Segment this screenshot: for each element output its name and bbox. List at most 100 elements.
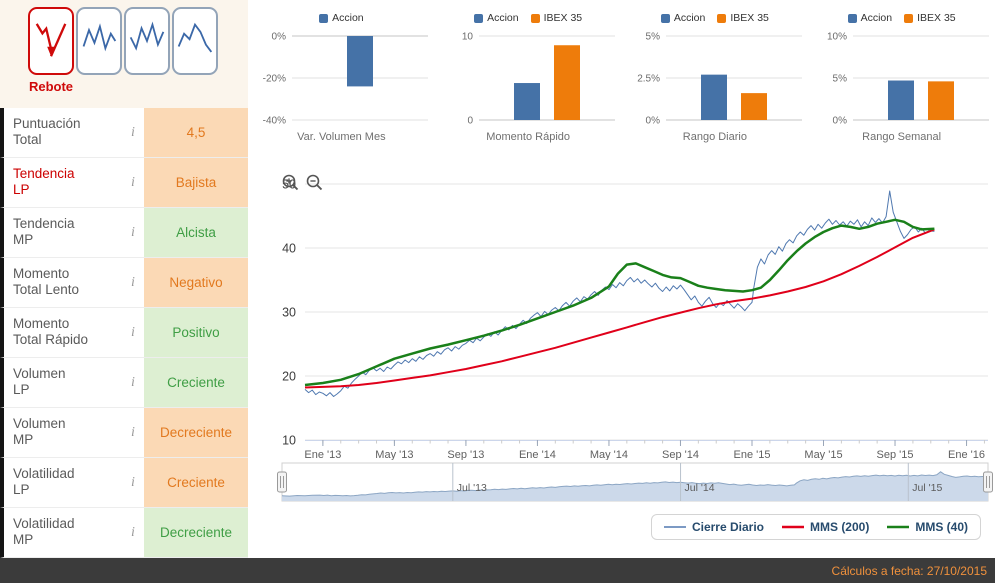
legend-item-mms-40[interactable]: MMS (40) [887, 520, 968, 534]
info-icon[interactable]: i [131, 224, 135, 240]
charts-panel: Accion 0% -20% -40% Var. Volumen Mes Accio… [248, 0, 995, 558]
mini-chart-var-volumen-mes: Accion 0% -20% -40% Var. Volumen Mes [248, 8, 435, 150]
x-axis-label: Sep '14 [662, 449, 699, 460]
indicator-label: Puntuación Total [4, 108, 122, 157]
pattern-item-2[interactable] [76, 7, 122, 75]
navigator-label: Jul '15 [912, 482, 942, 494]
indicator-row-tendencia-mp: Tendencia MP i Alcista [0, 208, 248, 258]
indicator-label-line2: MP [13, 532, 34, 547]
info-icon[interactable]: i [131, 324, 135, 340]
mini-chart-title: Rango Semanal [862, 131, 942, 143]
legend-swatch [717, 13, 727, 23]
mini-chart-rango-semanal: Accion IBEX 35 10% 5% 0% Rango Semanal [808, 8, 995, 150]
info-icon[interactable]: i [131, 274, 135, 290]
legend-label: Accion [332, 12, 364, 24]
line-sample-icon [781, 525, 804, 529]
indicator-label-line1: Momento [13, 266, 70, 281]
legend-swatch [319, 13, 329, 23]
indicator-row-momento-total-lento: Momento Total Lento i Negativo [0, 258, 248, 308]
mini-chart-title: Momento Rápido [486, 131, 571, 143]
price-chart-area: 10 20 30 40 50 Ene '13 May '13 Sep '13 Ene '14 Ma… [248, 150, 995, 558]
info-icon[interactable]: i [131, 424, 135, 440]
bar-accion [887, 80, 914, 120]
indicator-label: Volumen LP [4, 358, 122, 407]
navigator-handle-left[interactable] [277, 471, 287, 493]
indicator-label-line1: Puntuación [13, 116, 81, 131]
indicator-label: Tendencia MP [4, 208, 122, 257]
legend-item[interactable]: Accion [847, 12, 892, 24]
legend-item[interactable]: IBEX 35 [904, 12, 956, 24]
rebote-pattern-icon [35, 23, 67, 57]
legend-item-cierre-diario[interactable]: Cierre Diario [663, 520, 764, 534]
mini-chart-legend: Accion [248, 8, 435, 28]
indicator-label-line1: Tendencia [13, 166, 75, 181]
legend-item[interactable]: Accion [319, 12, 364, 24]
legend-item[interactable]: IBEX 35 [530, 12, 583, 24]
zoom-controls [282, 174, 323, 191]
pattern-item-4[interactable] [172, 7, 218, 75]
series-cierre-diario [304, 190, 935, 397]
y-tick-label: -40% [263, 116, 286, 127]
info-icon[interactable]: i [131, 524, 135, 540]
bar-ibex-35 [927, 81, 954, 120]
bar-ibex-35 [554, 45, 581, 120]
chart-legend: Cierre Diario MMS (200) MM [248, 514, 981, 540]
indicator-table: Puntuación Total i 4,5 Tendencia LP i Ba… [0, 108, 248, 558]
legend-item-mms-200[interactable]: MMS (200) [781, 520, 869, 534]
indicator-value-badge: 4,5 [144, 108, 248, 157]
price-line-chart[interactable]: 10 20 30 40 50 Ene '13 May '13 Sep '13 Ene '14 Ma… [248, 150, 995, 460]
indicator-row-puntuacion-total: Puntuación Total i 4,5 [0, 108, 248, 158]
indicator-row-volumen-mp: Volumen MP i Decreciente [0, 408, 248, 458]
indicator-row-volatilidad-mp: Volatilidad MP i Decreciente [0, 508, 248, 558]
mini-chart-title: Var. Volumen Mes [297, 131, 386, 143]
zoom-in-button[interactable] [282, 174, 299, 191]
legend-item[interactable]: IBEX 35 [717, 12, 769, 24]
y-axis-label: 50 [282, 178, 296, 192]
indicator-label-line1: Volumen [13, 416, 66, 431]
series-mms-40- [304, 218, 935, 387]
y-tick-label: 10% [827, 32, 847, 43]
zigzag-pattern-icon [129, 21, 165, 51]
legend-label: Cierre Diario [691, 520, 764, 534]
chart-navigator[interactable]: Jul '13 Jul '14 Jul '15 [248, 460, 995, 510]
info-icon[interactable]: i [131, 474, 135, 490]
pattern-item-rebote[interactable]: Rebote [28, 7, 74, 94]
legend-label: IBEX 35 [917, 12, 956, 24]
legend-label: IBEX 35 [730, 12, 769, 24]
y-axis-label: 10 [282, 434, 296, 448]
indicator-label-line1: Volumen [13, 366, 66, 381]
zigzag-pattern-icon [82, 23, 117, 52]
y-tick-label: 5% [645, 32, 660, 43]
pattern-item-3[interactable] [124, 7, 170, 75]
y-tick-label: 0 [468, 116, 474, 127]
info-icon[interactable]: i [131, 374, 135, 390]
indicator-value-badge: Creciente [144, 358, 248, 407]
zoom-out-button[interactable] [306, 174, 323, 191]
legend-label: Accion [673, 12, 706, 24]
mini-chart-momento-rapido: Accion IBEX 35 10 0 Momento Rápido [435, 8, 622, 150]
navigator-line [281, 471, 988, 497]
legend-label: IBEX 35 [543, 12, 583, 24]
indicator-label-line2: Total Lento [13, 282, 80, 297]
indicator-label: Volatilidad MP [4, 508, 122, 557]
legend-item[interactable]: Accion [660, 12, 706, 24]
y-tick-label: 5% [832, 74, 847, 85]
bar-accion [347, 36, 374, 87]
y-tick-label: 0% [645, 116, 660, 127]
y-tick-label: 10 [462, 32, 474, 43]
indicator-label-line2: LP [13, 382, 30, 397]
indicator-row-volumen-lp: Volumen LP i Creciente [0, 358, 248, 408]
indicator-value-badge: Creciente [144, 458, 248, 507]
legend-item[interactable]: Accion [474, 12, 519, 24]
magnifier-minus-icon [306, 174, 323, 191]
indicator-value-badge: Bajista [144, 158, 248, 207]
info-icon[interactable]: i [131, 124, 135, 140]
info-icon[interactable]: i [131, 174, 135, 190]
navigator-handle-right[interactable] [983, 471, 993, 493]
legend-label: Accion [487, 12, 519, 24]
mini-charts-row: Accion 0% -20% -40% Var. Volumen Mes Accio… [248, 0, 995, 150]
line-sample-icon [887, 525, 910, 529]
x-axis-label: Ene '13 [304, 449, 341, 460]
navigator-label: Jul '14 [685, 482, 715, 494]
